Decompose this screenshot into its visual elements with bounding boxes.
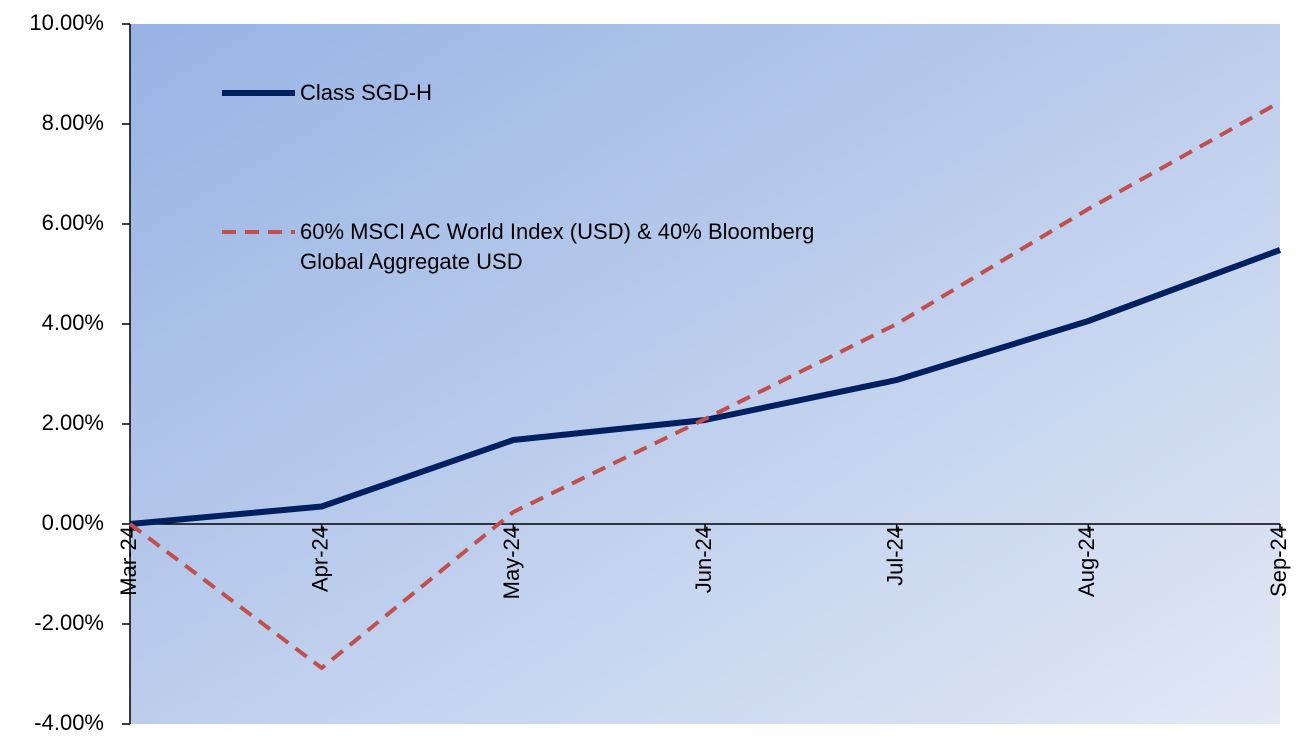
y-tick-label: 0.00% bbox=[42, 510, 104, 535]
x-tick-label: Jun-24 bbox=[691, 526, 716, 593]
y-tick-label: 8.00% bbox=[42, 110, 104, 135]
x-tick-label: Sep-24 bbox=[1266, 526, 1291, 597]
legend-label: Class SGD-H bbox=[300, 80, 433, 105]
y-tick-label: -4.00% bbox=[34, 710, 104, 735]
plot-area bbox=[130, 24, 1280, 724]
y-tick-label: 10.00% bbox=[29, 10, 104, 35]
x-tick-label: Jul-24 bbox=[882, 526, 907, 586]
x-tick-label: Aug-24 bbox=[1074, 526, 1099, 597]
legend-label: 60% MSCI AC World Index (USD) & 40% Bloo… bbox=[300, 219, 815, 274]
x-tick-label: Mar-24 bbox=[116, 526, 141, 596]
y-tick-label: 2.00% bbox=[42, 410, 104, 435]
x-tick-label: May-24 bbox=[499, 526, 524, 599]
legend-label-box: 60% MSCI AC World Index (USD) & 40% Bloo… bbox=[300, 219, 815, 274]
legend-label-box: Class SGD-H bbox=[300, 80, 433, 105]
series-line bbox=[128, 100, 1281, 670]
y-tick-label: -2.00% bbox=[34, 610, 104, 635]
y-tick-label: 6.00% bbox=[42, 210, 104, 235]
y-tick-label: 4.00% bbox=[42, 310, 104, 335]
x-tick-label: Apr-24 bbox=[307, 526, 332, 592]
